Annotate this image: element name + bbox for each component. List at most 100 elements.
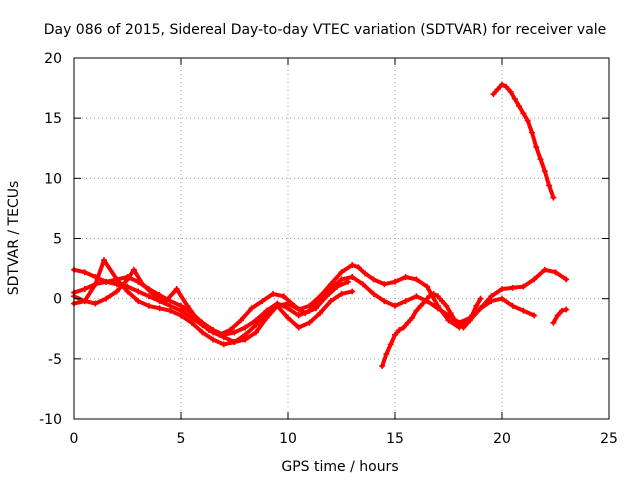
data-point-sat-d bbox=[344, 278, 351, 285]
data-point-sat-c bbox=[113, 276, 120, 283]
data-point-sat-b bbox=[103, 278, 110, 285]
data-point-sat-b bbox=[242, 324, 249, 331]
y-tick-label: 15 bbox=[44, 111, 62, 127]
data-point-sat-b bbox=[285, 305, 291, 312]
data-point-sat-f bbox=[490, 91, 497, 98]
data-point-sat-e bbox=[430, 290, 437, 297]
data-point-sat-b bbox=[359, 281, 366, 288]
data-point-sat-f bbox=[503, 83, 510, 90]
data-point-sat-f bbox=[494, 86, 501, 93]
y-tick-label: 10 bbox=[44, 171, 62, 187]
data-point-sat-d bbox=[334, 283, 341, 290]
data-point-sat-d bbox=[291, 302, 298, 309]
data-point-sat-b bbox=[499, 295, 505, 302]
data-point-sat-c bbox=[210, 336, 217, 343]
axis-ticks: 0 5 10 15 20 25 -10 -5 0 5 10 15 20 bbox=[39, 51, 618, 447]
data-point-sat-a bbox=[362, 270, 369, 277]
data-point-sat-d bbox=[92, 300, 99, 307]
data-point-sat-b bbox=[531, 312, 538, 319]
data-point-sat-c bbox=[124, 288, 131, 295]
data-point-sat-b bbox=[381, 298, 388, 305]
data-point-sat-g bbox=[558, 307, 565, 314]
x-axis-title: GPS time / hours bbox=[281, 459, 398, 475]
data-point-sat-c bbox=[188, 319, 195, 326]
data-point-sat-b bbox=[509, 302, 516, 309]
data-point-sat-d bbox=[152, 293, 159, 300]
data-point-sat-c bbox=[156, 305, 163, 312]
data-point-sat-b bbox=[477, 305, 484, 312]
data-point-sat-f bbox=[516, 103, 523, 110]
data-point-sat-d bbox=[205, 326, 212, 333]
data-point-sat-c bbox=[100, 257, 107, 264]
data-point-sat-d bbox=[259, 298, 266, 305]
data-point-sat-c bbox=[252, 322, 259, 329]
data-point-sat-b bbox=[295, 312, 302, 319]
data-point-sat-c bbox=[327, 298, 334, 305]
data-point-sat-a bbox=[552, 269, 559, 276]
x-tick-label: 25 bbox=[600, 431, 618, 447]
data-point-sat-c bbox=[231, 338, 238, 345]
data-point-sat-a bbox=[531, 276, 538, 283]
data-point-sat-g bbox=[554, 312, 561, 319]
data-point-sat-b bbox=[488, 298, 495, 305]
data-point-sat-f bbox=[520, 110, 527, 117]
data-point-sat-e bbox=[447, 310, 454, 317]
data-point-sat-d bbox=[184, 302, 191, 309]
data-point-sat-e bbox=[439, 298, 446, 305]
x-tick-label: 10 bbox=[279, 431, 297, 447]
data-point-sat-g bbox=[550, 319, 557, 326]
data-point-sat-d bbox=[270, 290, 277, 297]
y-tick-label: 0 bbox=[53, 292, 62, 308]
data-point-sat-a bbox=[509, 284, 516, 291]
data-point-sat-e bbox=[434, 293, 441, 300]
data-point-sat-d bbox=[81, 298, 88, 305]
data-point-sat-e bbox=[421, 298, 428, 305]
data-point-sat-d bbox=[163, 298, 170, 305]
x-tick-label: 5 bbox=[177, 431, 186, 447]
data-point-sat-a bbox=[81, 269, 88, 276]
data-point-sat-c bbox=[199, 329, 206, 336]
data-point-sat-e bbox=[392, 331, 398, 338]
data-point-sat-f bbox=[511, 95, 518, 102]
data-point-sat-b bbox=[81, 286, 88, 293]
x-tick-label: 20 bbox=[493, 431, 511, 447]
data-point-sat-b bbox=[178, 302, 184, 309]
data-point-sat-a bbox=[541, 266, 548, 273]
data-point-sat-c bbox=[285, 314, 291, 321]
data-point-sat-f bbox=[499, 81, 505, 88]
data-point-sat-e bbox=[396, 326, 403, 333]
data-point-sat-e bbox=[413, 307, 420, 314]
data-point-sat-e bbox=[400, 324, 407, 331]
data-point-sat-b bbox=[349, 274, 356, 281]
data-point-sat-e bbox=[383, 351, 390, 358]
x-tick-label: 15 bbox=[386, 431, 404, 447]
data-point-sat-e bbox=[460, 324, 467, 331]
data-point-sat-c bbox=[338, 290, 345, 297]
data-point-sat-e bbox=[456, 322, 463, 329]
data-point-sat-c bbox=[242, 331, 249, 338]
data-point-sat-c bbox=[349, 288, 356, 295]
data-point-sat-f bbox=[533, 144, 540, 151]
data-point-sat-a bbox=[355, 264, 362, 271]
data-point-sat-e bbox=[473, 302, 480, 309]
data-point-sat-b bbox=[402, 298, 409, 305]
data-point-sat-d bbox=[302, 310, 309, 317]
data-point-sat-d bbox=[227, 326, 234, 333]
data-point-sat-a bbox=[145, 293, 152, 300]
data-point-sat-f bbox=[524, 117, 531, 124]
data-point-sat-b bbox=[231, 329, 238, 336]
data-point-sat-a bbox=[252, 329, 259, 336]
data-point-sat-a bbox=[381, 281, 388, 288]
data-point-sat-a bbox=[520, 283, 527, 290]
data-point-sat-f bbox=[541, 168, 548, 175]
data-point-sat-d bbox=[323, 293, 330, 300]
data-point-sat-f bbox=[550, 194, 557, 201]
data-point-sat-a bbox=[392, 278, 398, 285]
data-point-sat-e bbox=[404, 319, 411, 326]
data-point-sat-a bbox=[135, 288, 142, 295]
data-point-sat-c bbox=[92, 281, 99, 288]
data-point-sat-d bbox=[237, 317, 244, 324]
data-point-sat-e bbox=[409, 314, 416, 321]
data-point-sat-a bbox=[413, 276, 420, 283]
data-point-sat-b bbox=[413, 293, 420, 300]
